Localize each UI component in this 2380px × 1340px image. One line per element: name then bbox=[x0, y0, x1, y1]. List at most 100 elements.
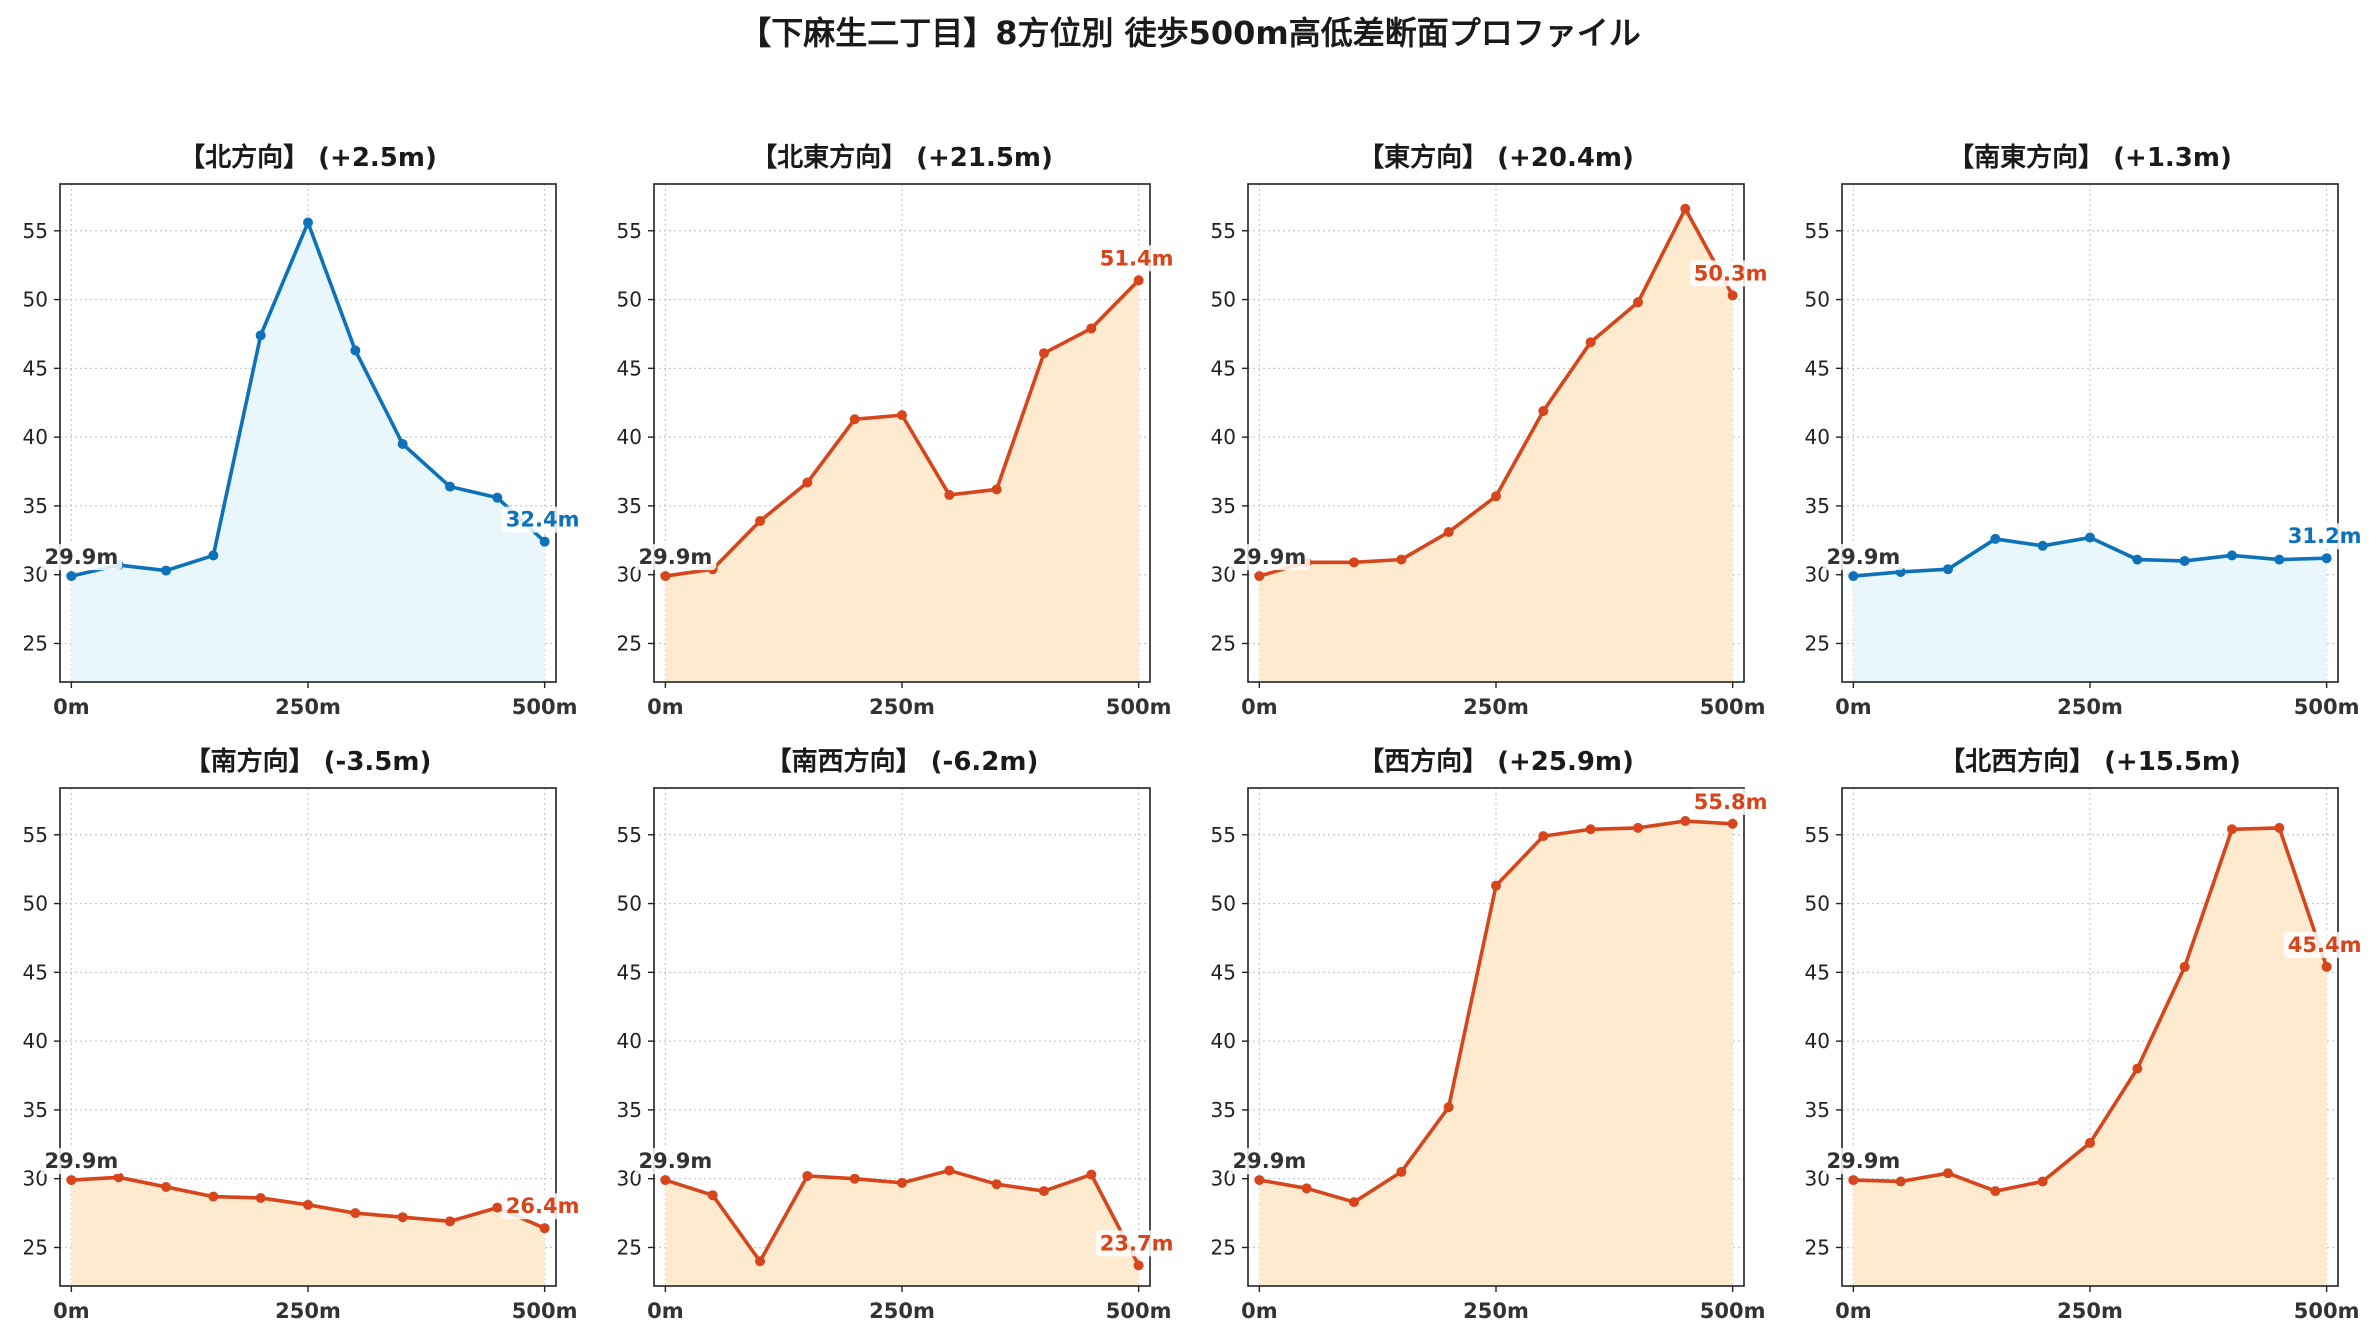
start-elevation-label: 29.9m bbox=[1822, 544, 1905, 571]
data-point bbox=[1133, 275, 1144, 286]
data-point bbox=[1895, 1176, 1906, 1187]
start-elevation-label-text: 29.9m bbox=[1827, 545, 1901, 569]
start-elevation-label-text: 29.9m bbox=[639, 545, 713, 569]
xtick-label: 500m bbox=[512, 695, 578, 719]
ytick-label: 35 bbox=[617, 494, 642, 518]
chart-title: 【西方向】 (+25.9m) bbox=[1358, 746, 1634, 777]
xtick-label: 0m bbox=[1241, 695, 1278, 719]
chart-title: 【北方向】 (+2.5m) bbox=[179, 142, 437, 173]
elevation-area bbox=[1853, 827, 2327, 1286]
end-elevation-label-text: 31.2m bbox=[2288, 524, 2362, 548]
chart-title: 【北東方向】 (+21.5m) bbox=[751, 142, 1053, 173]
ytick-label: 45 bbox=[1805, 960, 1830, 984]
elevation-area bbox=[71, 222, 545, 682]
xtick-label: 500m bbox=[2294, 695, 2360, 719]
data-point bbox=[1680, 203, 1691, 214]
start-elevation-label: 29.9m bbox=[1822, 1148, 1905, 1175]
data-point bbox=[2321, 961, 2332, 972]
ytick-label: 55 bbox=[1211, 219, 1236, 243]
data-point bbox=[1396, 554, 1407, 565]
ytick-label: 55 bbox=[617, 219, 642, 243]
data-point bbox=[2274, 554, 2285, 565]
ytick-label: 40 bbox=[1805, 425, 1830, 449]
data-point bbox=[2037, 1176, 2048, 1187]
end-elevation-label-bg bbox=[1689, 788, 1772, 815]
data-point bbox=[397, 439, 408, 450]
data-point bbox=[1133, 1260, 1144, 1271]
end-elevation-label-text: 23.7m bbox=[1100, 1231, 1174, 1255]
ytick-label: 45 bbox=[1805, 356, 1830, 380]
xtick-label: 250m bbox=[275, 695, 341, 719]
data-point bbox=[660, 1175, 671, 1186]
ytick-label: 40 bbox=[23, 1029, 48, 1053]
data-point bbox=[1680, 816, 1691, 827]
data-point bbox=[849, 414, 860, 425]
xtick-label: 500m bbox=[1106, 695, 1172, 719]
start-elevation-label-bg bbox=[634, 1148, 717, 1175]
data-point bbox=[303, 1199, 313, 1210]
xtick-label: 0m bbox=[1241, 1299, 1278, 1323]
data-point bbox=[1990, 533, 2001, 544]
data-point bbox=[849, 1173, 860, 1184]
data-point bbox=[991, 484, 1002, 495]
data-point bbox=[1443, 527, 1454, 538]
data-point bbox=[897, 1177, 907, 1188]
data-point bbox=[1491, 491, 1501, 502]
ytick-label: 50 bbox=[23, 892, 48, 916]
data-point bbox=[2179, 555, 2190, 566]
xtick-label: 250m bbox=[275, 1299, 341, 1323]
data-point bbox=[1086, 1169, 1097, 1180]
xtick-label: 0m bbox=[647, 695, 684, 719]
xtick-label: 250m bbox=[869, 1299, 935, 1323]
data-point bbox=[944, 489, 955, 500]
xtick-label: 250m bbox=[1463, 1299, 1529, 1323]
xtick-label: 0m bbox=[53, 695, 90, 719]
start-elevation-label-text: 29.9m bbox=[1827, 1149, 1901, 1173]
data-point bbox=[1038, 1186, 1049, 1197]
ytick-label: 25 bbox=[1211, 631, 1236, 655]
end-elevation-label: 50.3m bbox=[1689, 260, 1772, 287]
data-point bbox=[397, 1212, 408, 1223]
start-elevation-label: 29.9m bbox=[634, 1148, 717, 1175]
xtick-label: 0m bbox=[1835, 1299, 1872, 1323]
data-point bbox=[444, 481, 455, 492]
data-point bbox=[1443, 1102, 1454, 1113]
start-elevation-label: 29.9m bbox=[40, 544, 123, 571]
ytick-label: 25 bbox=[617, 631, 642, 655]
start-elevation-label-bg bbox=[40, 544, 123, 571]
ytick-label: 35 bbox=[23, 1098, 48, 1122]
xtick-label: 500m bbox=[2294, 1299, 2360, 1323]
data-point bbox=[2085, 532, 2095, 543]
elevation-area bbox=[1853, 537, 2327, 682]
end-elevation-label-bg bbox=[1095, 1230, 1178, 1257]
data-point bbox=[1848, 1175, 1859, 1186]
xtick-label: 0m bbox=[1835, 695, 1872, 719]
end-elevation-label-bg bbox=[2283, 523, 2366, 550]
ytick-label: 40 bbox=[1211, 1029, 1236, 1053]
data-point bbox=[66, 571, 77, 582]
figure-title: 【下麻生二丁目】8方位別 徒歩500m高低差断面プロファイル bbox=[739, 14, 1641, 52]
data-point bbox=[1538, 831, 1549, 842]
start-elevation-label-text: 29.9m bbox=[639, 1149, 713, 1173]
data-point bbox=[255, 1192, 266, 1203]
end-elevation-label-bg bbox=[501, 1193, 584, 1220]
ytick-label: 25 bbox=[617, 1235, 642, 1259]
ytick-label: 35 bbox=[617, 1098, 642, 1122]
start-elevation-label-bg bbox=[1822, 1148, 1905, 1175]
data-point bbox=[2085, 1137, 2095, 1148]
data-point bbox=[1301, 1183, 1312, 1194]
xtick-label: 250m bbox=[1463, 695, 1529, 719]
start-elevation-label-text: 29.9m bbox=[1233, 545, 1307, 569]
data-point bbox=[1349, 557, 1360, 568]
start-elevation-label-bg bbox=[1228, 544, 1311, 571]
data-point bbox=[2274, 822, 2285, 833]
data-point bbox=[161, 1181, 172, 1192]
ytick-label: 50 bbox=[1211, 288, 1236, 312]
data-point bbox=[113, 1172, 124, 1183]
start-elevation-label: 29.9m bbox=[634, 544, 717, 571]
data-point bbox=[1396, 1166, 1407, 1177]
data-point bbox=[707, 1190, 718, 1201]
data-point bbox=[802, 477, 813, 488]
